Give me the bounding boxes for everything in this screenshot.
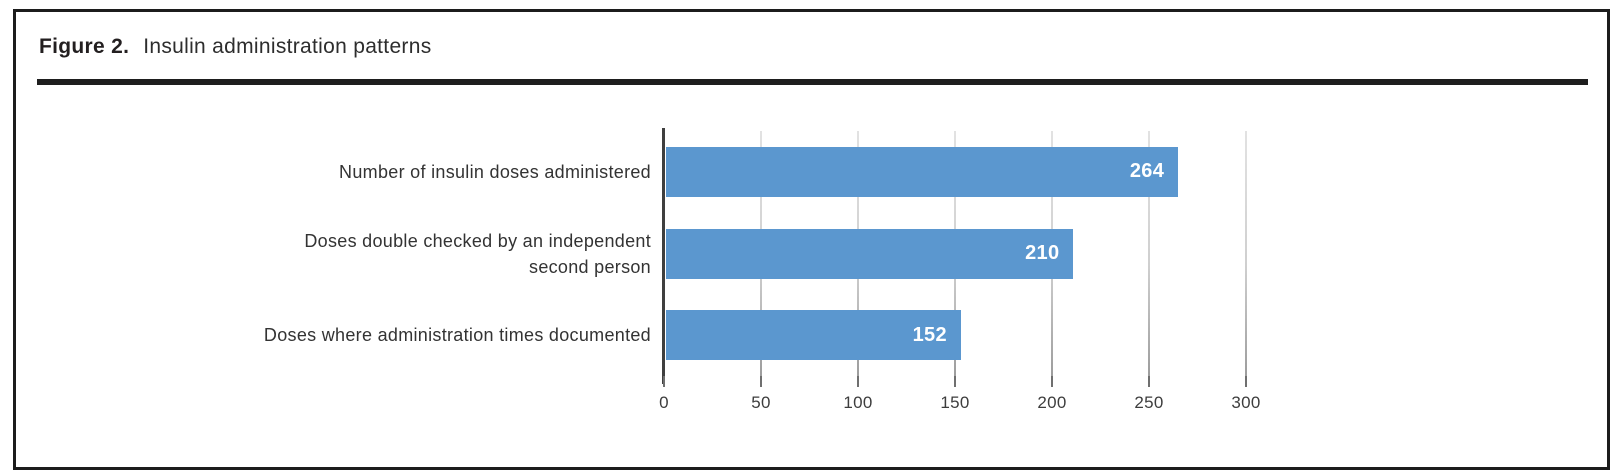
title-divider-rule	[37, 79, 1588, 85]
x-tick-label: 0	[659, 393, 669, 412]
x-tick-mark	[760, 376, 762, 387]
x-tick-label: 200	[1037, 393, 1067, 412]
figure-frame: Figure 2. Insulin administration patterns…	[13, 9, 1610, 470]
bar-chart: Number of insulin doses administered Dose…	[16, 12, 1607, 467]
bar: 152	[666, 310, 961, 361]
x-tick-mark	[954, 376, 956, 387]
x-tick-label: 150	[940, 393, 970, 412]
bar: 210	[666, 228, 1074, 279]
x-tick-mark	[1148, 376, 1150, 387]
x-tick-label: 50	[751, 393, 771, 412]
bar-value-label: 264	[1129, 160, 1165, 183]
y-axis-line	[662, 128, 665, 384]
bar-value-label: 210	[1025, 242, 1060, 264]
category-label: Number of insulin doses administered	[339, 161, 651, 182]
bar-value-label: 152	[912, 323, 947, 346]
bar: 264	[666, 146, 1179, 197]
figure-title-text: Insulin administration patterns	[143, 35, 432, 58]
x-tick-label: 250	[1134, 393, 1164, 412]
gridline	[1148, 131, 1150, 376]
category-axis-labels: Number of insulin doses administered Dose…	[16, 131, 651, 376]
category-label: Doses where administration times documen…	[263, 325, 651, 346]
x-tick-label: 300	[1231, 393, 1261, 412]
x-tick-label: 100	[843, 393, 873, 412]
x-tick-mark	[857, 376, 859, 387]
gridline	[1245, 131, 1247, 376]
figure-title: Figure 2. Insulin administration patterns	[39, 35, 432, 59]
figure-number-label: Figure 2.	[39, 35, 130, 58]
x-tick-mark	[1245, 376, 1247, 387]
x-tick-mark	[1051, 376, 1053, 387]
plot-area: 0 50 100 150 200 250 300 264 210 152	[659, 128, 1264, 412]
x-tick-mark	[663, 376, 665, 387]
category-label: Doses double checked by an independent s…	[304, 230, 651, 277]
